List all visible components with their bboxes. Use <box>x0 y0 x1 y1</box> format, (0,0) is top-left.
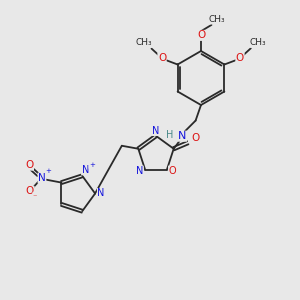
Text: CH₃: CH₃ <box>208 15 225 24</box>
Text: N: N <box>98 188 105 199</box>
Text: O: O <box>197 30 205 40</box>
Text: O: O <box>26 186 34 196</box>
Text: CH₃: CH₃ <box>250 38 266 47</box>
Text: O: O <box>169 166 176 176</box>
Text: O: O <box>158 53 166 63</box>
Text: N: N <box>152 125 160 136</box>
Text: N: N <box>82 165 89 175</box>
Text: O: O <box>191 133 200 143</box>
Text: N: N <box>178 131 187 141</box>
Text: +: + <box>89 162 95 168</box>
Text: N: N <box>38 173 46 183</box>
Text: H: H <box>166 130 173 140</box>
Text: N: N <box>136 166 143 176</box>
Text: O: O <box>25 160 34 170</box>
Text: +: + <box>46 169 52 175</box>
Text: O: O <box>236 53 244 63</box>
Text: ⁻: ⁻ <box>33 192 37 201</box>
Text: CH₃: CH₃ <box>136 38 152 47</box>
